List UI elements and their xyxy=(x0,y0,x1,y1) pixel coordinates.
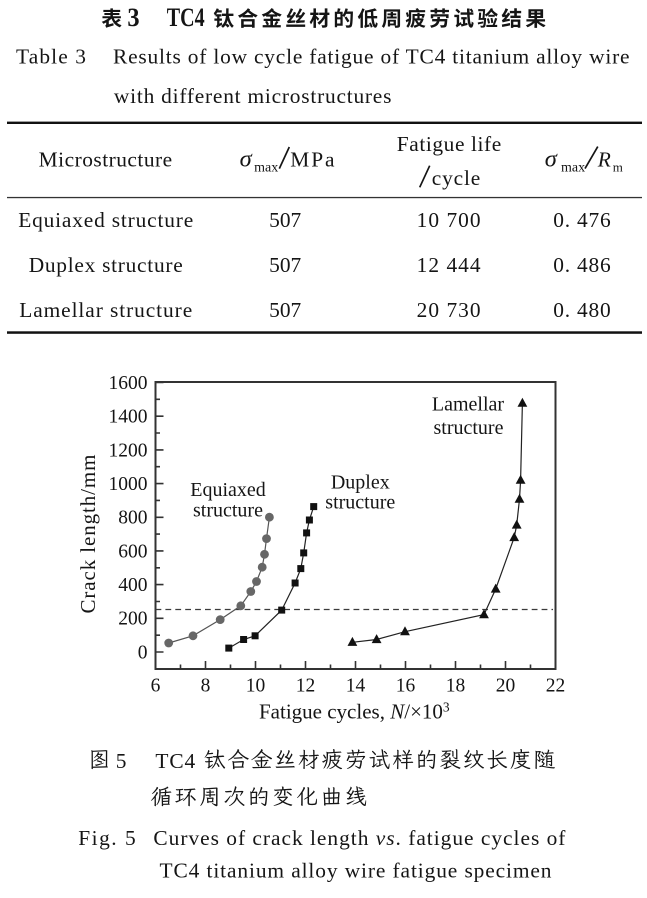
svg-text:Fatigue life: Fatigue life xyxy=(397,132,502,156)
svg-text:5: 5 xyxy=(116,749,127,773)
svg-text:0. 486: 0. 486 xyxy=(553,253,611,277)
svg-text:cycle: cycle xyxy=(432,166,481,190)
svg-text:3: 3 xyxy=(127,3,139,32)
svg-text:with different microstructures: with different microstructures xyxy=(114,84,392,108)
svg-text:Curves of crack length vs. fat: Curves of crack length vs. fatigue cycle… xyxy=(153,826,566,850)
svg-text:structure: structure xyxy=(434,417,504,439)
svg-text:600: 600 xyxy=(118,541,147,562)
svg-text:MPa: MPa xyxy=(290,147,335,171)
svg-text:σ: σ xyxy=(240,145,253,172)
svg-text:m: m xyxy=(613,160,623,175)
svg-text:max: max xyxy=(561,161,585,176)
svg-text:8: 8 xyxy=(201,676,211,697)
svg-text:R: R xyxy=(597,147,611,171)
svg-text:0: 0 xyxy=(138,642,148,663)
svg-text:16: 16 xyxy=(396,676,416,697)
svg-text:22: 22 xyxy=(546,676,566,697)
svg-text:Lamellar structure: Lamellar structure xyxy=(19,298,192,322)
svg-text:Results of low cycle fatigue o: Results of low cycle fatigue of TC4 tita… xyxy=(113,44,630,68)
svg-text:400: 400 xyxy=(118,575,147,596)
svg-text:Lamellar: Lamellar xyxy=(432,394,505,416)
svg-text:Fig. 5: Fig. 5 xyxy=(78,826,136,850)
svg-text:TC4 titanium alloy wire fatigu: TC4 titanium alloy wire fatigue specimen xyxy=(160,859,552,883)
svg-text:507: 507 xyxy=(269,253,301,277)
svg-text:structure: structure xyxy=(325,492,395,514)
svg-text:12: 12 xyxy=(296,676,316,697)
svg-text:507: 507 xyxy=(269,298,301,322)
svg-text:200: 200 xyxy=(118,609,147,630)
svg-text:20: 20 xyxy=(496,676,516,697)
svg-text:structure: structure xyxy=(193,500,263,522)
svg-text:Crack length/mm: Crack length/mm xyxy=(76,455,100,614)
svg-text:18: 18 xyxy=(446,676,466,697)
svg-text:Duplex structure: Duplex structure xyxy=(29,253,183,277)
svg-text:Equiaxed: Equiaxed xyxy=(190,479,266,501)
svg-text:1000: 1000 xyxy=(109,474,148,495)
svg-text:800: 800 xyxy=(118,508,147,529)
svg-text:1200: 1200 xyxy=(109,440,148,461)
svg-text:Microstructure: Microstructure xyxy=(39,147,172,171)
svg-text:0. 480: 0. 480 xyxy=(553,298,611,322)
svg-text:1600: 1600 xyxy=(109,373,148,394)
svg-text:Fatigue cycles, N/×103: Fatigue cycles, N/×103 xyxy=(259,700,450,724)
svg-text:TC4: TC4 xyxy=(167,3,205,32)
svg-text:10 700: 10 700 xyxy=(417,208,481,232)
svg-text:20 730: 20 730 xyxy=(417,298,481,322)
svg-text:507: 507 xyxy=(269,208,301,232)
svg-text:max: max xyxy=(254,161,278,176)
svg-text:Equiaxed structure: Equiaxed structure xyxy=(18,208,193,232)
svg-text:TC4: TC4 xyxy=(155,749,195,773)
svg-text:14: 14 xyxy=(346,676,366,697)
svg-text:Table 3: Table 3 xyxy=(16,44,86,68)
svg-text:1400: 1400 xyxy=(109,407,148,428)
svg-text:0. 476: 0. 476 xyxy=(553,208,611,232)
svg-text:10: 10 xyxy=(246,676,266,697)
svg-text:Duplex: Duplex xyxy=(331,472,390,494)
svg-text:12 444: 12 444 xyxy=(417,253,481,277)
svg-text:6: 6 xyxy=(151,676,161,697)
svg-text:σ: σ xyxy=(545,145,558,172)
